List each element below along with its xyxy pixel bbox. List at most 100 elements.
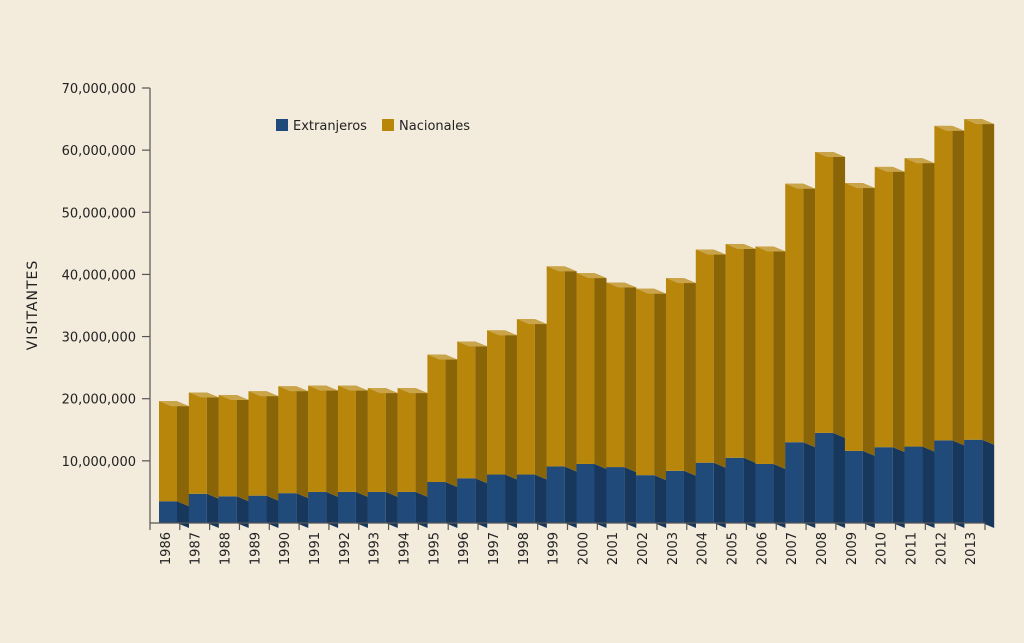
bar-side-extranjeros-2006 bbox=[773, 463, 786, 528]
bar-nacionales-2008 bbox=[815, 152, 834, 433]
bar-side-nacionales-1996 bbox=[475, 341, 488, 484]
y-ticks-layer: 10,000,000 20,000,000 30,000,000 40,000,000… bbox=[62, 82, 150, 470]
bar-nacionales-2000 bbox=[576, 273, 595, 464]
bar-group-2002 bbox=[636, 288, 667, 528]
x-tick-label-1995: 1995 bbox=[427, 532, 442, 565]
y-axis-title: VISITANTES bbox=[25, 260, 41, 351]
legend: Extranjeros Nacionales bbox=[276, 119, 470, 134]
bar-nacionales-1990 bbox=[278, 386, 297, 494]
bar-side-nacionales-2005 bbox=[743, 243, 756, 463]
bar-nacionales-1997 bbox=[487, 330, 506, 475]
x-tick-label-2010: 2010 bbox=[875, 532, 890, 565]
bar-extranjeros-2005 bbox=[725, 457, 744, 523]
bar-group-1997 bbox=[487, 330, 518, 528]
bar-group-1989 bbox=[248, 391, 279, 528]
bar-nacionales-1986 bbox=[159, 401, 177, 502]
bar-side-extranjeros-2009 bbox=[862, 450, 875, 528]
bar-extranjeros-2007 bbox=[785, 442, 804, 523]
bar-group-1992 bbox=[337, 385, 368, 528]
bar-extranjeros-2009 bbox=[844, 450, 863, 523]
x-tick-label-1989: 1989 bbox=[248, 532, 263, 565]
x-tick-label-2013: 2013 bbox=[964, 532, 979, 565]
bar-top-nacionales-2009 bbox=[844, 183, 875, 189]
bar-side-extranjeros-1987 bbox=[206, 493, 219, 528]
y-tick-label: 10,000,000 bbox=[62, 455, 136, 470]
bar-group-2003 bbox=[665, 278, 696, 528]
bar-side-nacionales-2010 bbox=[892, 166, 905, 453]
bar-top-nacionales-1987 bbox=[188, 392, 219, 398]
bar-side-nacionales-2006 bbox=[773, 246, 786, 469]
bar-side-extranjeros-1996 bbox=[475, 478, 488, 528]
bar-side-nacionales-2011 bbox=[922, 158, 935, 452]
bar-top-nacionales-1988 bbox=[218, 394, 249, 400]
x-tick-label-1993: 1993 bbox=[368, 532, 383, 565]
bar-extranjeros-2000 bbox=[576, 463, 595, 523]
bar-extranjeros-1995 bbox=[427, 481, 446, 523]
x-tick-label-1998: 1998 bbox=[517, 532, 532, 565]
x-tick-label-2004: 2004 bbox=[696, 532, 711, 565]
bar-group-2011 bbox=[904, 158, 935, 528]
legend-label-nacionales: Nacionales bbox=[399, 119, 470, 134]
bar-side-extranjeros-2013 bbox=[982, 439, 995, 528]
bar-side-extranjeros-1999 bbox=[564, 466, 577, 528]
bar-extranjeros-1996 bbox=[457, 478, 476, 523]
bar-group-2005 bbox=[725, 243, 756, 528]
bar-extranjeros-2006 bbox=[755, 463, 774, 523]
bar-top-nacionales-1998 bbox=[516, 319, 547, 325]
bar-top-nacionales-1994 bbox=[397, 388, 428, 394]
bar-top-nacionales-1986 bbox=[159, 401, 189, 407]
bar-group-2008 bbox=[815, 152, 846, 528]
bar-side-extranjeros-2005 bbox=[743, 457, 756, 528]
bar-top-nacionales-2006 bbox=[755, 246, 786, 252]
bar-top-nacionales-1997 bbox=[487, 330, 518, 336]
x-tick-label-2003: 2003 bbox=[666, 532, 681, 565]
y-tick-label: 40,000,000 bbox=[62, 268, 136, 283]
x-tick-label-1990: 1990 bbox=[278, 532, 293, 565]
bar-side-extranjeros-2008 bbox=[833, 432, 846, 528]
y-tick-label: 30,000,000 bbox=[62, 331, 136, 346]
bar-top-nacionales-1989 bbox=[248, 391, 279, 397]
bar-top-nacionales-2008 bbox=[815, 152, 846, 158]
bar-extranjeros-1992 bbox=[337, 491, 356, 523]
bar-side-nacionales-1998 bbox=[534, 319, 547, 480]
bar-group-1986 bbox=[159, 401, 189, 528]
bar-side-nacionales-1986 bbox=[177, 401, 189, 507]
bar-side-extranjeros-2003 bbox=[683, 470, 696, 528]
bar-side-extranjeros-2011 bbox=[922, 446, 935, 528]
bar-extranjeros-2010 bbox=[874, 447, 893, 523]
bar-top-nacionales-1990 bbox=[278, 386, 309, 392]
x-tick-label-1999: 1999 bbox=[547, 532, 562, 565]
bar-side-extranjeros-2007 bbox=[803, 442, 816, 528]
bar-nacionales-1989 bbox=[248, 391, 267, 496]
bar-side-nacionales-1987 bbox=[206, 392, 219, 499]
bar-extranjeros-1990 bbox=[278, 493, 297, 523]
bar-side-extranjeros-1990 bbox=[296, 493, 309, 528]
bar-side-nacionales-2009 bbox=[862, 183, 875, 456]
bar-side-extranjeros-1986 bbox=[177, 501, 189, 528]
y-tick-label: 50,000,000 bbox=[62, 206, 136, 221]
bar-group-1999 bbox=[546, 266, 577, 528]
x-tick-label-1994: 1994 bbox=[397, 532, 412, 565]
bar-group-2012 bbox=[934, 125, 965, 528]
bar-extranjeros-1991 bbox=[308, 491, 327, 523]
bar-top-nacionales-2011 bbox=[904, 158, 935, 164]
bar-top-nacionales-1996 bbox=[457, 341, 488, 347]
bar-nacionales-2006 bbox=[755, 246, 774, 464]
bar-side-nacionales-1997 bbox=[505, 330, 518, 480]
bar-side-extranjeros-2004 bbox=[713, 462, 726, 528]
bar-group-2007 bbox=[785, 183, 816, 528]
bar-side-nacionales-2002 bbox=[654, 288, 667, 481]
bar-side-nacionales-1994 bbox=[415, 388, 428, 497]
bar-side-extranjeros-1998 bbox=[534, 474, 547, 528]
x-tick-label-1986: 1986 bbox=[159, 532, 174, 565]
bar-group-1991 bbox=[308, 385, 339, 528]
legend-label-extranjeros: Extranjeros bbox=[293, 119, 367, 134]
bar-nacionales-2004 bbox=[695, 249, 714, 463]
bar-top-nacionales-2012 bbox=[934, 125, 965, 131]
bar-side-nacionales-2008 bbox=[833, 152, 846, 438]
x-tick-label-2002: 2002 bbox=[636, 532, 651, 565]
bar-extranjeros-1988 bbox=[218, 496, 237, 523]
bar-extranjeros-2004 bbox=[695, 462, 714, 523]
